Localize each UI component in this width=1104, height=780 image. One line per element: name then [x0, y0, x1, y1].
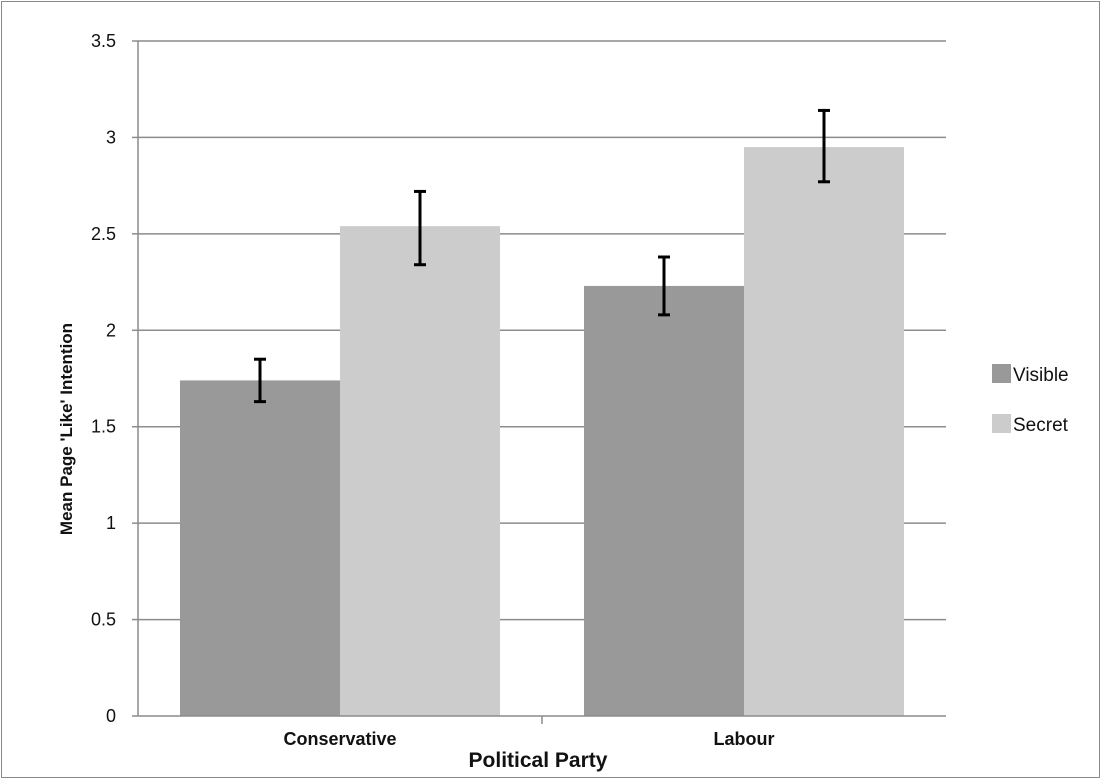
- bar-visible-labour: [584, 285, 744, 716]
- y-tick-label-7: 3.5: [91, 31, 116, 51]
- y-tick-label-6: 3: [106, 127, 116, 147]
- bar-secret-conservative: [340, 226, 500, 716]
- legend-item-secret: Secret: [992, 414, 1069, 436]
- x-tick-label-0: Conservative: [283, 729, 396, 749]
- bar-secret-labour: [744, 147, 904, 717]
- error-bar-secret-conservative: [414, 189, 426, 267]
- y-tick-label-5: 2.5: [91, 224, 116, 244]
- y-tick-label-3: 1.5: [91, 417, 116, 437]
- legend-swatch-secret: [992, 414, 1011, 433]
- legend-swatch-visible: [992, 364, 1011, 383]
- y-tick-label-0: 0: [106, 706, 116, 726]
- x-tick-labels: Conservative Labour: [283, 729, 774, 749]
- y-tick-label-4: 2: [106, 320, 116, 340]
- legend-label-secret: Secret: [1013, 415, 1069, 436]
- legend-label-visible: Visible: [1013, 365, 1069, 386]
- error-bar-visible-labour: [658, 255, 670, 317]
- y-tick-label-1: 0.5: [91, 610, 116, 630]
- x-tick-label-1: Labour: [714, 729, 775, 749]
- y-axis-title: Mean Page 'Like' Intention: [57, 323, 76, 535]
- bar-visible-conservative: [180, 380, 340, 716]
- axes: [132, 40, 946, 724]
- x-axis-title: Political Party: [469, 749, 608, 772]
- y-tick-labels: 0 0.5 1 1.5 2 2.5 3 3.5: [91, 31, 116, 726]
- legend-item-visible: Visible: [992, 364, 1069, 386]
- y-tick-label-2: 1: [106, 513, 116, 533]
- error-bar-visible-conservative: [254, 357, 266, 404]
- legend: Visible Secret: [992, 364, 1069, 436]
- error-bars: [254, 108, 830, 404]
- error-bar-secret-labour: [818, 108, 830, 184]
- bars: [180, 147, 904, 717]
